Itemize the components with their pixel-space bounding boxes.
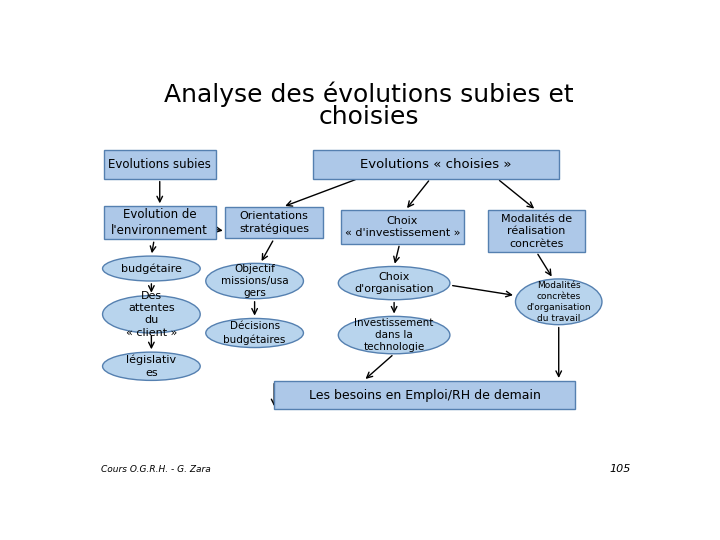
Text: Des
attentes
du
« client »: Des attentes du « client » [126, 291, 177, 338]
FancyBboxPatch shape [341, 211, 464, 244]
Text: Evolutions subies: Evolutions subies [108, 158, 211, 171]
Text: budgétaire: budgétaire [121, 264, 182, 274]
Text: 105: 105 [610, 464, 631, 474]
Ellipse shape [102, 295, 200, 333]
Ellipse shape [516, 279, 602, 325]
Ellipse shape [206, 319, 303, 348]
Ellipse shape [338, 266, 450, 300]
Ellipse shape [338, 316, 450, 354]
FancyBboxPatch shape [487, 211, 585, 252]
FancyBboxPatch shape [313, 151, 559, 179]
FancyBboxPatch shape [225, 207, 323, 238]
Text: Cours O.G.R.H. - G. Zara: Cours O.G.R.H. - G. Zara [101, 465, 211, 474]
Text: Analyse des évolutions subies et: Analyse des évolutions subies et [164, 81, 574, 107]
Ellipse shape [206, 264, 303, 299]
Text: Objectif
missions/usa
gers: Objectif missions/usa gers [221, 264, 289, 299]
Text: Modalités de
réalisation
concrètes: Modalités de réalisation concrètes [501, 214, 572, 248]
Text: choisies: choisies [319, 105, 419, 129]
Text: Evolutions « choisies »: Evolutions « choisies » [360, 158, 512, 171]
FancyBboxPatch shape [274, 381, 575, 409]
Text: Les besoins en Emploi/RH de demain: Les besoins en Emploi/RH de demain [309, 389, 541, 402]
Text: Evolution de
l'environnement: Evolution de l'environnement [112, 208, 208, 237]
FancyBboxPatch shape [104, 151, 215, 179]
Text: législativ
es: législativ es [126, 355, 176, 377]
FancyBboxPatch shape [104, 206, 215, 239]
Text: Investissement
dans la
technologie: Investissement dans la technologie [354, 318, 433, 353]
Text: Orientations
stratégiques: Orientations stratégiques [239, 211, 309, 234]
Ellipse shape [102, 352, 200, 380]
Text: Choix
« d'investissement »: Choix « d'investissement » [345, 216, 460, 238]
Text: Décisions
budgétaires: Décisions budgétaires [223, 321, 286, 345]
Text: Modalités
concrètes
d'organisation
du travail: Modalités concrètes d'organisation du tr… [526, 281, 591, 323]
Text: Choix
d'organisation: Choix d'organisation [354, 272, 434, 294]
Ellipse shape [102, 256, 200, 281]
